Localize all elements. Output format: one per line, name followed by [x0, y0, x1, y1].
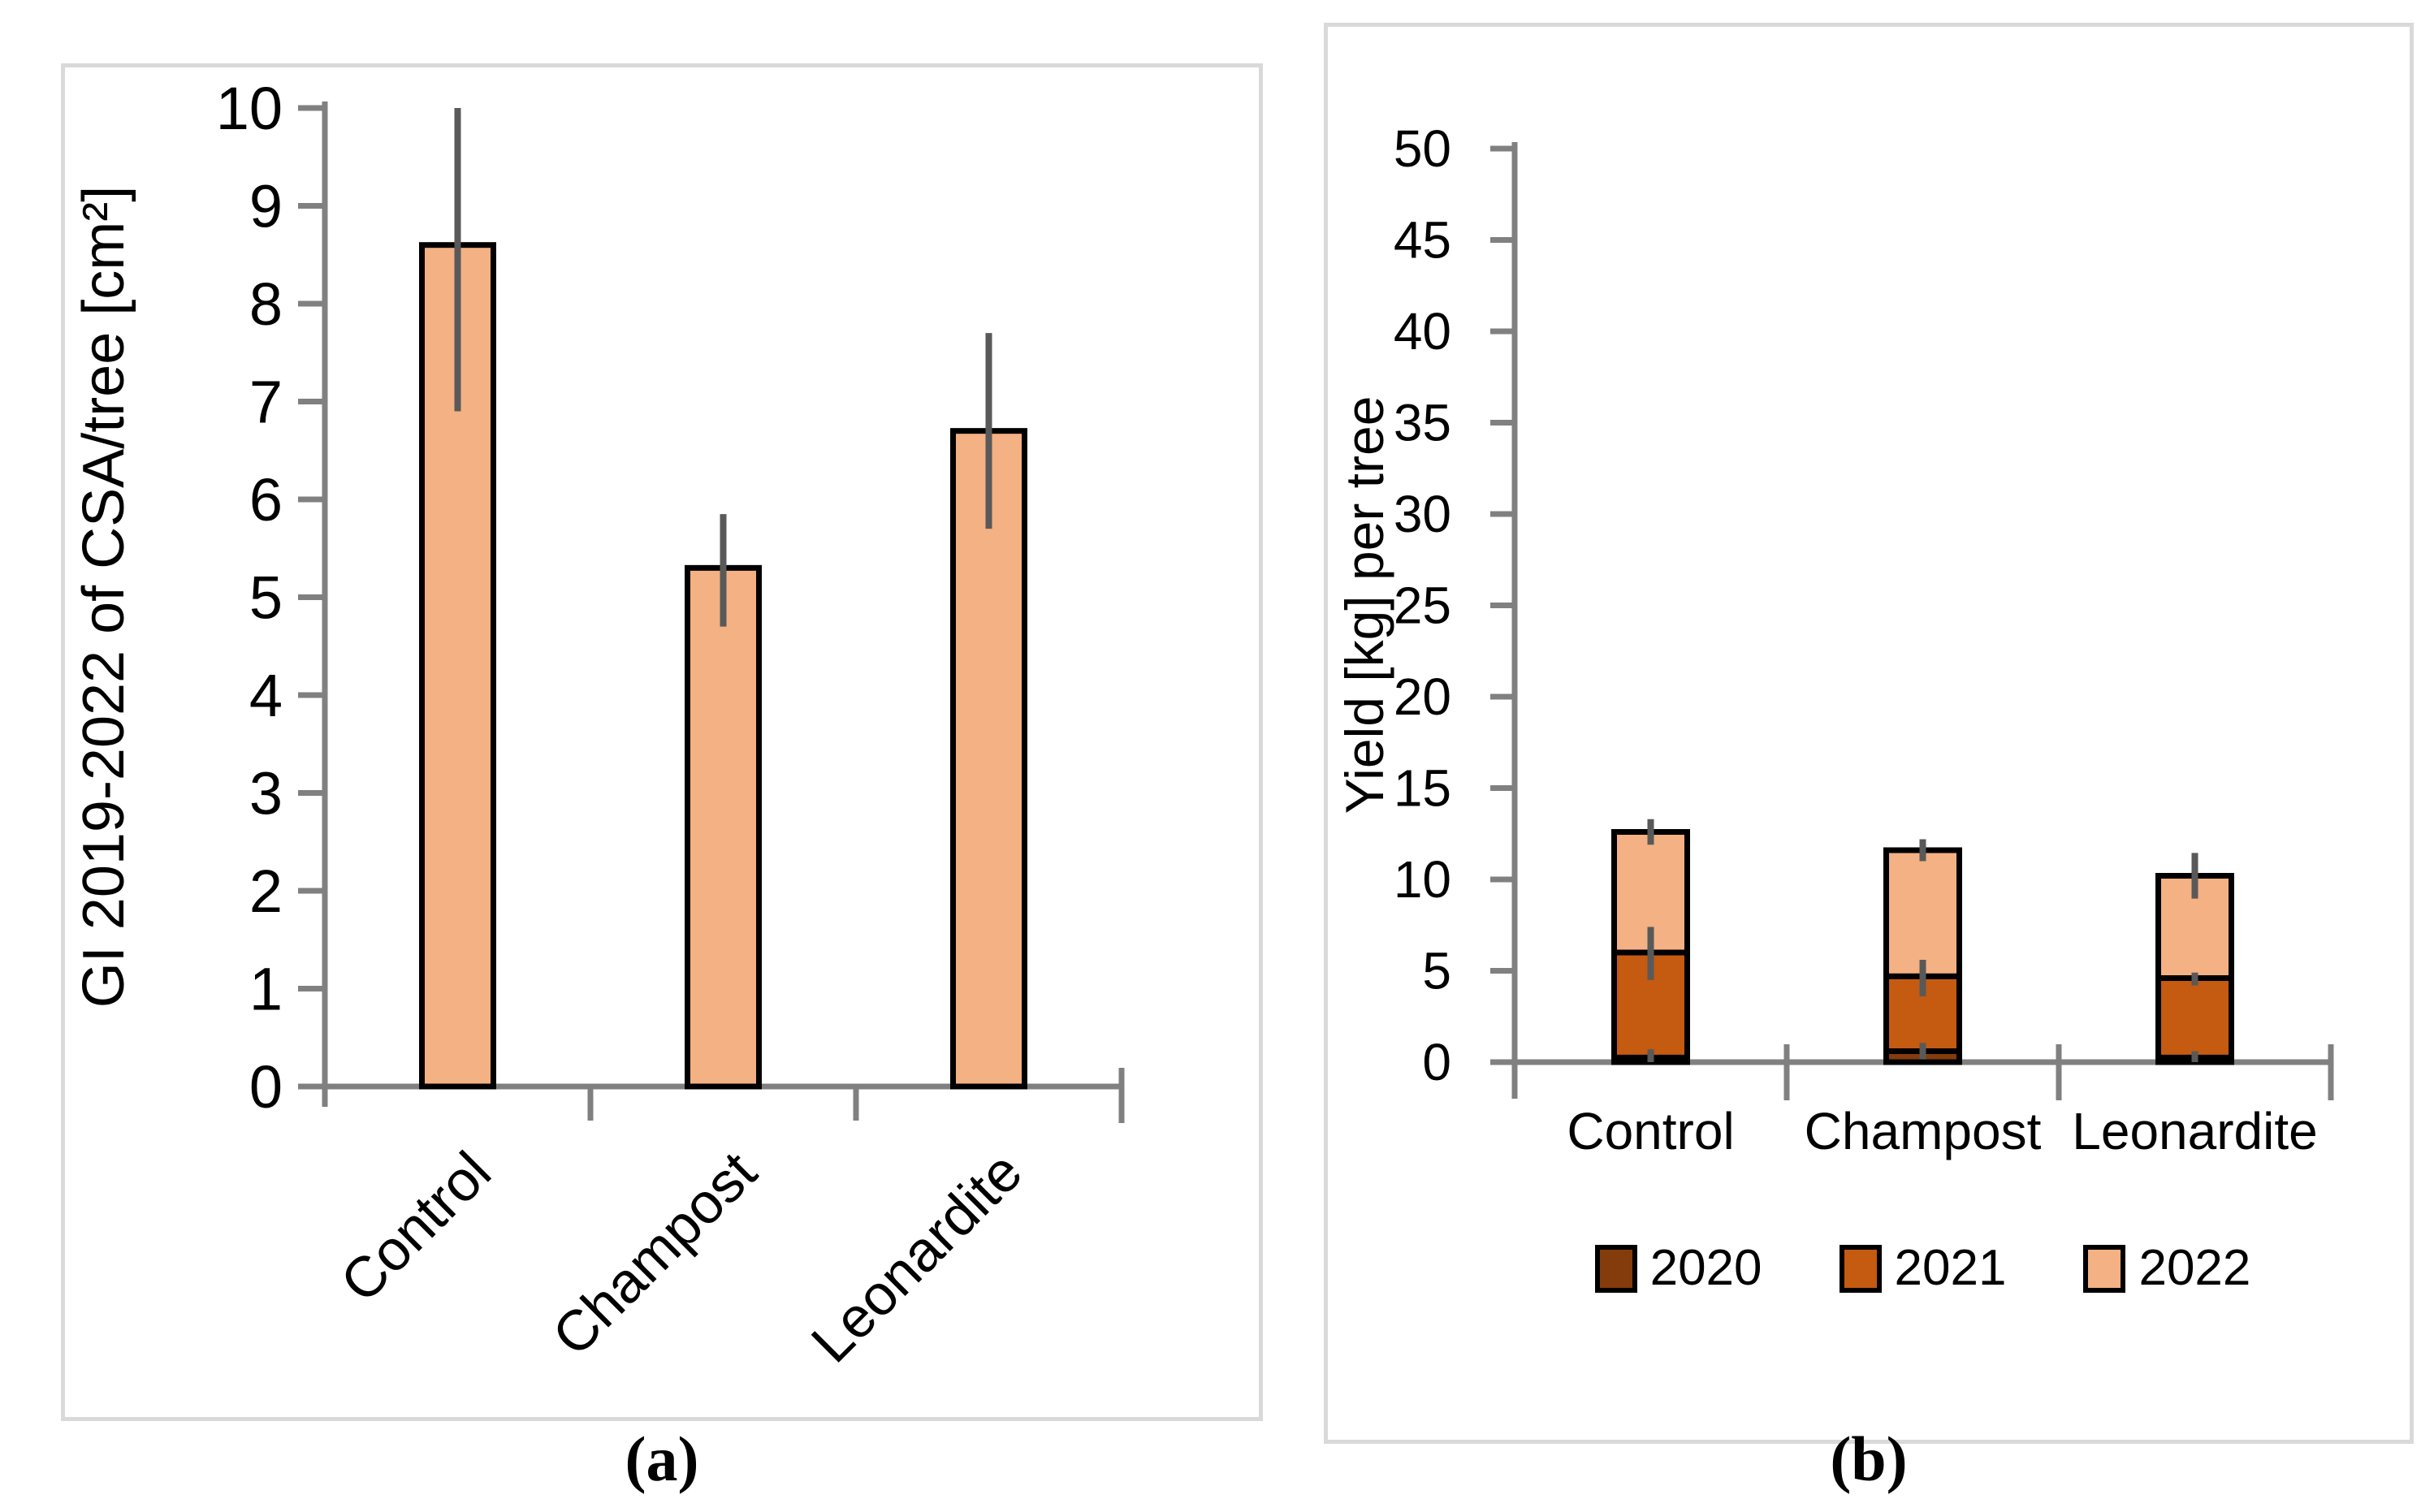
y-tick-label: 9: [249, 173, 283, 240]
y-axis-title: GI 2019-2022 of CSA/tree [cm²]: [71, 186, 136, 1008]
bar-chart-gi-csa: 0 1 2 3 4 5 6 7 8 9 10 Control Champost Leonardite GI …: [71, 75, 1125, 1375]
panel-b: 0 5 10 15 20 25 30 35 40 45 50 Control Champost Leona…: [1324, 23, 2414, 1444]
category-label: Champost: [540, 1139, 768, 1367]
y-tick-label: 50: [1394, 119, 1451, 178]
y-tick-label: 35: [1394, 394, 1451, 452]
legend-swatch-2021: [1839, 1244, 1882, 1293]
bar-champost: [685, 564, 762, 1090]
stacked-bar-chart-yield: 0 5 10 15 20 25 30 35 40 45 50 Control Champost Leona…: [1334, 119, 2334, 1160]
category-label: Control: [1567, 1102, 1734, 1160]
y-tick-label: 4: [249, 662, 283, 729]
legend-item-2021: 2021: [1839, 1240, 2007, 1296]
y-tick-label: 5: [1422, 942, 1451, 1000]
bar-control: [419, 242, 496, 1090]
y-tick-label: 10: [1394, 850, 1451, 909]
panel-a: 0 1 2 3 4 5 6 7 8 9 10 Control Champost Leonardite GI …: [61, 63, 1263, 1421]
legend-label: 2022: [2138, 1240, 2251, 1296]
caption-b: (b): [1830, 1423, 1908, 1494]
legend-swatch-2020: [1594, 1244, 1637, 1293]
category-label: Champost: [1805, 1102, 2042, 1160]
legend-item-2020: 2020: [1594, 1240, 1762, 1296]
y-tick-label: 40: [1394, 302, 1451, 361]
y-tick-label: 45: [1394, 211, 1451, 270]
y-tick-label: 8: [249, 270, 283, 338]
y-tick-label: 20: [1394, 667, 1451, 726]
y-tick-label: 15: [1394, 759, 1451, 818]
legend-label: 2021: [1894, 1240, 2007, 1296]
legend-item-2022: 2022: [2083, 1243, 2250, 1294]
bar-segment-2021-leonardite: [2155, 975, 2234, 1061]
y-tick-label: 0: [1422, 1033, 1451, 1091]
category-label: Control: [328, 1139, 503, 1314]
y-tick-label: 25: [1394, 577, 1451, 635]
y-tick-label: 5: [249, 564, 283, 632]
y-tick-label: 6: [249, 466, 283, 534]
y-tick-label: 1: [249, 956, 283, 1023]
bar-leonardite: [950, 428, 1027, 1090]
y-tick-label: 2: [249, 858, 283, 925]
caption-a: (a): [625, 1423, 699, 1494]
legend-swatch-2022: [2083, 1244, 2126, 1293]
legend-label: 2020: [1649, 1240, 1762, 1296]
y-axis-title: Yield [kg] per tree: [1334, 396, 1394, 814]
y-tick-label: 30: [1394, 485, 1451, 543]
y-tick-label: 0: [249, 1053, 283, 1121]
y-tick-label: 7: [249, 369, 283, 436]
bar-segment-2022-champost: [1883, 847, 1962, 979]
category-label: Leonardite: [2072, 1102, 2317, 1160]
y-tick-label: 10: [216, 75, 283, 142]
chart-legend: 2020 2021 2022: [1515, 1243, 2331, 1294]
y-tick-label: 3: [249, 760, 283, 827]
category-label: Leonardite: [799, 1139, 1034, 1374]
